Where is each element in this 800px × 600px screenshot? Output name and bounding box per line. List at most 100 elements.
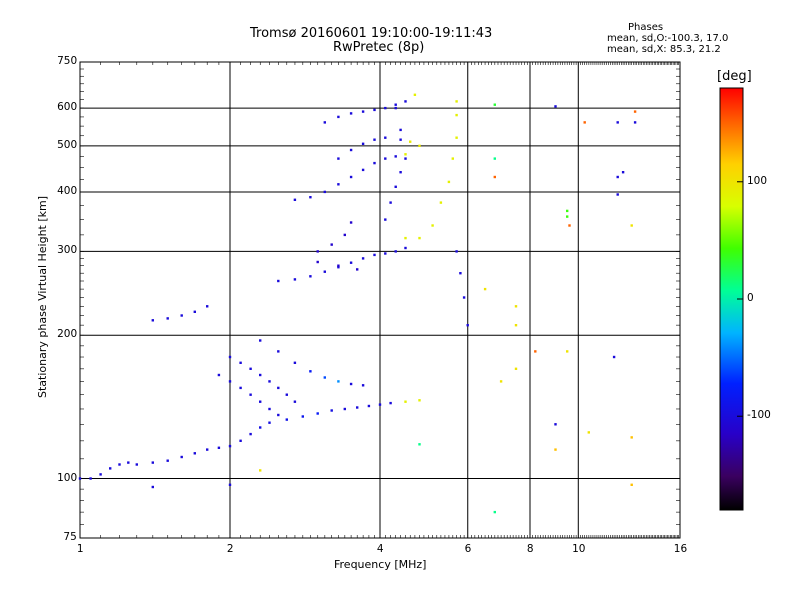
data-point xyxy=(316,250,319,253)
data-point xyxy=(206,448,209,451)
data-point xyxy=(228,380,232,383)
data-point xyxy=(384,106,387,110)
y-tick-label: 750 xyxy=(57,55,78,67)
data-point xyxy=(493,175,496,179)
x-tick-label: 10 xyxy=(572,543,586,555)
data-point xyxy=(180,314,183,317)
data-point xyxy=(616,193,619,196)
data-point xyxy=(180,455,183,459)
data-point xyxy=(483,287,487,291)
data-point xyxy=(349,261,353,264)
data-point xyxy=(206,305,209,308)
colorbar-title: [deg] xyxy=(717,69,752,84)
stats-line-o: mean, sd,O:-100.3, 17.0 xyxy=(607,33,729,44)
data-point xyxy=(337,115,340,119)
data-point xyxy=(135,463,138,466)
y-tick-label: 600 xyxy=(57,101,78,114)
data-point xyxy=(277,350,280,353)
data-point xyxy=(361,257,365,260)
data-point xyxy=(534,350,537,353)
data-point xyxy=(633,110,637,113)
data-point xyxy=(554,423,557,426)
data-point xyxy=(459,272,462,275)
data-point xyxy=(384,252,387,255)
data-point xyxy=(499,380,503,383)
data-point xyxy=(193,310,196,313)
data-point xyxy=(399,138,402,141)
data-point xyxy=(566,215,569,218)
data-point xyxy=(166,459,169,462)
data-point xyxy=(404,153,407,156)
data-point xyxy=(293,198,297,201)
data-point xyxy=(78,477,82,480)
data-point xyxy=(343,233,346,237)
data-point xyxy=(228,444,232,448)
data-point xyxy=(554,448,557,451)
data-point xyxy=(259,469,262,472)
data-point xyxy=(394,106,397,110)
data-point xyxy=(337,380,340,383)
data-point xyxy=(127,461,130,464)
data-point xyxy=(343,407,346,411)
data-point xyxy=(277,386,280,390)
data-point xyxy=(394,185,397,188)
y-axis-label: Stationary phase Virtual Height [km] xyxy=(36,195,49,398)
y-tick-label: 75 xyxy=(63,531,77,543)
y-tick-label: 400 xyxy=(57,184,78,197)
data-point xyxy=(151,319,154,322)
data-point xyxy=(418,144,421,147)
y-tick-label: 300 xyxy=(57,244,78,257)
data-point xyxy=(323,121,326,124)
data-point xyxy=(349,148,353,152)
data-point xyxy=(361,384,365,387)
colorbar-tick-label: 0 xyxy=(747,292,754,304)
data-point xyxy=(151,485,154,489)
data-point xyxy=(399,128,402,132)
data-point xyxy=(109,467,112,470)
stats-heading: Phases xyxy=(628,22,664,33)
data-point xyxy=(249,393,252,396)
data-point xyxy=(337,157,340,160)
data-point xyxy=(413,93,417,96)
data-point xyxy=(384,136,387,139)
data-point xyxy=(373,108,376,112)
data-point xyxy=(389,201,392,204)
data-point xyxy=(566,350,569,353)
data-point xyxy=(217,373,221,377)
data-point xyxy=(268,407,271,411)
data-point xyxy=(633,121,637,124)
data-point xyxy=(316,412,319,415)
x-axis-label: Frequency [MHz] xyxy=(334,558,427,571)
data-point xyxy=(349,382,353,386)
chart-title: Tromsø 20160601 19:10:00-19:11:43 xyxy=(250,26,493,41)
data-point xyxy=(239,361,242,364)
data-point xyxy=(309,196,312,199)
data-point xyxy=(462,296,466,299)
y-tick-label: 100 xyxy=(57,471,78,484)
data-point xyxy=(239,439,242,442)
data-point xyxy=(118,463,121,466)
data-point xyxy=(583,121,586,124)
data-point xyxy=(151,461,154,464)
data-point xyxy=(612,355,616,359)
data-point xyxy=(373,138,376,141)
data-point xyxy=(418,443,421,446)
data-point xyxy=(259,400,262,403)
data-point xyxy=(630,224,633,227)
data-point xyxy=(394,103,397,106)
data-point xyxy=(228,483,232,486)
chart-subtitle: RwPretec (8p) xyxy=(333,40,425,55)
data-point xyxy=(337,183,340,186)
data-point xyxy=(568,224,571,227)
data-point xyxy=(259,339,262,342)
data-point xyxy=(268,380,271,383)
data-point xyxy=(373,253,376,257)
data-point xyxy=(361,168,365,172)
data-point xyxy=(293,361,297,364)
data-point xyxy=(566,209,569,213)
data-point xyxy=(349,175,353,179)
stats-line-x: mean, sd,X: 85.3, 21.2 xyxy=(607,44,721,55)
y-tick-label: 200 xyxy=(57,328,78,341)
data-point xyxy=(409,140,412,143)
